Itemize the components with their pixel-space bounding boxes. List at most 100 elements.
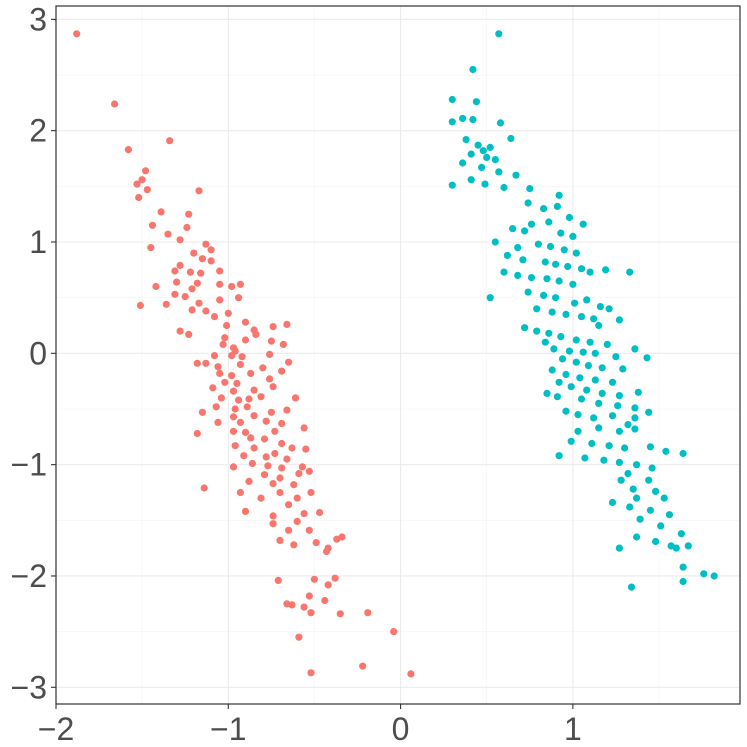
data-point <box>533 305 541 313</box>
data-point <box>583 386 591 394</box>
data-point <box>615 427 624 435</box>
data-point <box>633 461 641 469</box>
data-point <box>224 309 232 317</box>
data-point <box>276 474 284 482</box>
data-point <box>264 462 272 470</box>
data-point <box>293 494 301 502</box>
data-point <box>307 488 315 497</box>
data-point <box>602 266 610 274</box>
data-point <box>595 321 603 330</box>
data-point <box>495 30 503 38</box>
data-point <box>564 262 572 271</box>
data-point <box>324 581 332 589</box>
data-point <box>214 418 222 426</box>
data-point <box>624 470 632 478</box>
data-point <box>469 65 477 74</box>
data-point <box>615 392 624 400</box>
data-point <box>503 251 511 259</box>
data-point <box>534 240 543 248</box>
minor-gridlines <box>56 6 740 704</box>
data-point <box>608 412 617 420</box>
data-point <box>219 340 227 348</box>
data-point <box>221 334 229 342</box>
data-point <box>290 481 298 489</box>
data-point <box>583 296 591 304</box>
data-point <box>176 236 184 244</box>
data-point <box>236 488 244 497</box>
data-point <box>202 359 210 367</box>
data-point <box>652 537 660 546</box>
data-point <box>591 376 599 384</box>
data-point <box>147 244 155 252</box>
data-point <box>605 442 613 450</box>
data-point <box>216 280 224 288</box>
data-point <box>557 229 565 237</box>
data-point <box>581 454 589 462</box>
data-point <box>111 100 119 108</box>
data-point <box>545 329 553 337</box>
y-tick-label: 1 <box>29 224 47 260</box>
data-point <box>508 225 517 233</box>
data-point <box>448 95 456 104</box>
data-point <box>495 168 503 176</box>
data-point <box>138 176 146 184</box>
data-point <box>210 352 219 360</box>
data-point <box>195 299 203 307</box>
data-point <box>591 349 599 357</box>
data-point <box>572 249 580 257</box>
data-point <box>672 544 680 552</box>
data-point <box>262 417 270 425</box>
data-point <box>245 477 253 485</box>
data-point <box>276 488 284 497</box>
data-point <box>231 405 239 413</box>
data-point <box>527 220 536 228</box>
data-point <box>266 375 274 383</box>
data-point <box>569 280 577 288</box>
data-point <box>543 275 551 283</box>
data-point <box>183 223 191 232</box>
data-point <box>250 386 258 394</box>
data-point <box>521 324 529 332</box>
data-point <box>252 330 260 338</box>
data-point <box>228 352 236 360</box>
data-point <box>612 353 620 361</box>
data-point <box>162 300 170 308</box>
data-point <box>124 146 132 154</box>
data-point <box>621 444 629 452</box>
data-point <box>247 434 255 442</box>
data-point <box>193 429 201 438</box>
data-point <box>679 449 687 458</box>
data-point <box>322 547 331 556</box>
data-point <box>302 445 310 453</box>
data-point <box>260 471 269 479</box>
x-tick-label: −1 <box>210 711 246 747</box>
data-point <box>233 379 241 387</box>
data-point <box>229 387 238 395</box>
data-point <box>459 159 467 167</box>
data-point <box>626 268 634 276</box>
data-point <box>235 294 243 302</box>
data-point <box>188 285 196 293</box>
data-point <box>216 369 224 377</box>
data-point <box>235 396 243 404</box>
data-point <box>634 388 642 396</box>
data-point <box>248 459 256 468</box>
data-point <box>193 359 201 367</box>
data-point <box>190 249 198 257</box>
data-point <box>336 610 344 618</box>
data-point <box>543 389 551 397</box>
data-point <box>407 670 415 678</box>
data-point <box>633 494 641 502</box>
data-point <box>229 413 238 421</box>
data-point <box>210 313 219 321</box>
y-tick-label: −1 <box>11 447 47 483</box>
data-point <box>586 268 594 276</box>
data-point <box>271 449 279 458</box>
data-point <box>198 255 206 263</box>
data-point <box>279 340 287 348</box>
data-point <box>152 282 160 291</box>
data-point <box>171 267 179 275</box>
data-point <box>496 119 505 127</box>
data-point <box>181 293 189 301</box>
data-point <box>491 238 499 246</box>
